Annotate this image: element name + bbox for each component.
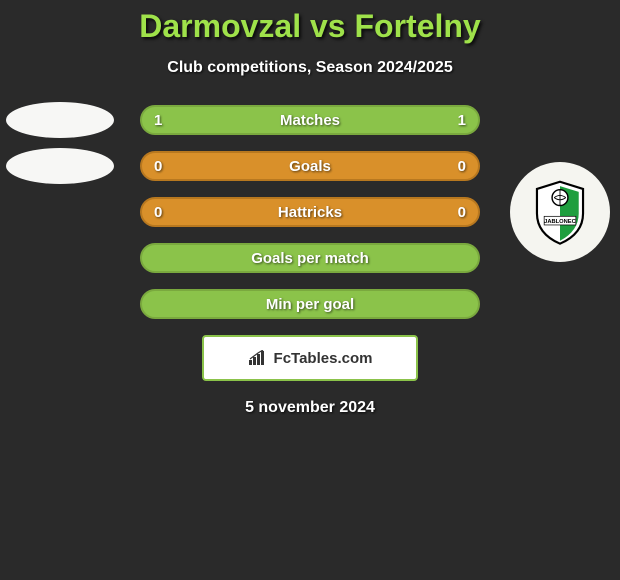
stat-value-right: 0 xyxy=(458,204,466,221)
stat-bar: 0 Hattricks 0 xyxy=(140,197,480,227)
date-text: 5 november 2024 xyxy=(0,399,620,417)
stat-label: Goals xyxy=(289,158,331,175)
stat-bar: 1 Matches 1 xyxy=(140,105,480,135)
infographic-root: Darmovzal vs Fortelny Club competitions,… xyxy=(0,0,620,417)
stat-label: Goals per match xyxy=(251,250,369,267)
chart-icon xyxy=(248,350,268,366)
attribution-text: FcTables.com xyxy=(274,350,373,367)
stat-row: Min per goal xyxy=(0,289,620,319)
stat-bar: Min per goal xyxy=(140,289,480,319)
player-placeholder-icon xyxy=(6,102,114,138)
stat-value-left: 0 xyxy=(154,204,162,221)
stat-value-right: 1 xyxy=(458,112,466,129)
stat-row: 1 Matches 1 xyxy=(0,105,620,135)
stat-value-left: 0 xyxy=(154,158,162,175)
player-placeholder-icon xyxy=(6,148,114,184)
stat-label: Hattricks xyxy=(278,204,342,221)
stat-row: 0 Hattricks 0 JABLONEC xyxy=(0,197,620,227)
stat-value-right: 0 xyxy=(458,158,466,175)
stat-value-left: 1 xyxy=(154,112,162,129)
page-title: Darmovzal vs Fortelny xyxy=(0,8,620,45)
subtitle: Club competitions, Season 2024/2025 xyxy=(0,59,620,77)
stat-label: Matches xyxy=(280,112,340,129)
stat-bar: 0 Goals 0 xyxy=(140,151,480,181)
stat-row: Goals per match xyxy=(0,243,620,273)
svg-text:JABLONEC: JABLONEC xyxy=(544,219,576,225)
stat-label: Min per goal xyxy=(266,296,354,313)
stat-bar: Goals per match xyxy=(140,243,480,273)
left-player-badge-slot xyxy=(0,102,120,138)
left-player-badge-slot xyxy=(0,148,120,184)
stats-section: 1 Matches 1 0 Goals 0 0 Hattricks 0 JABLONEC Goa… xyxy=(0,105,620,319)
attribution-box: FcTables.com xyxy=(202,335,418,381)
